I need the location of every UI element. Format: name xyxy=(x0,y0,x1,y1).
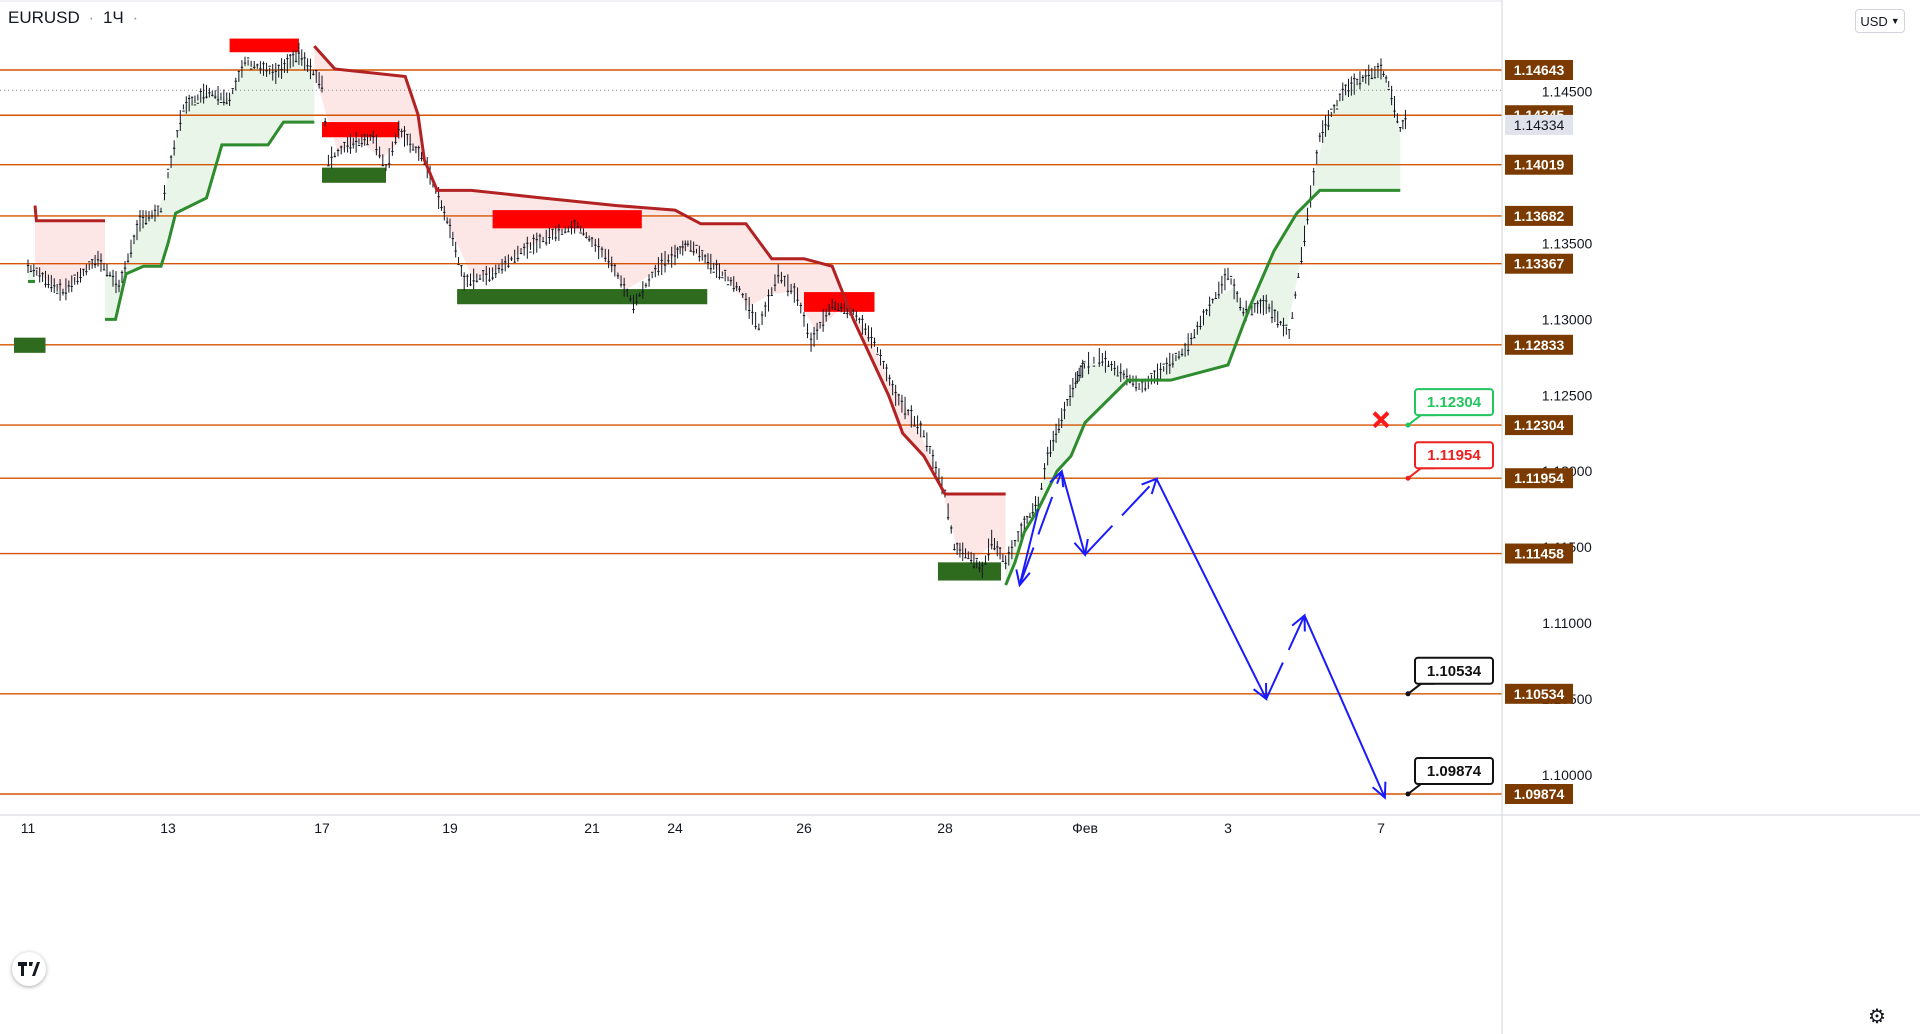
price-axis-tick-label: 1.13500 xyxy=(1542,236,1593,252)
price-axis-tick-label: 1.13000 xyxy=(1542,311,1593,327)
price-tag-pointer xyxy=(1407,682,1435,695)
supertrend-line-bear[interactable] xyxy=(313,45,1006,496)
price-tag-box[interactable] xyxy=(1414,441,1494,470)
price-tag-label: 1.09874 xyxy=(1427,763,1482,780)
projection-segment[interactable] xyxy=(1084,478,1158,556)
price-level-label-bg[interactable] xyxy=(1505,60,1573,80)
time-axis-tick-label: 24 xyxy=(667,820,683,836)
price-level-label: 1.14643 xyxy=(1514,62,1565,78)
supertrend-fill-bear xyxy=(314,46,1006,563)
projection-segment[interactable] xyxy=(1155,478,1268,700)
supertrend-line-bear[interactable] xyxy=(33,205,105,223)
supertrend-line-bull[interactable] xyxy=(105,120,315,321)
price-tag-anchor xyxy=(1405,422,1411,428)
price-level-label-bg[interactable] xyxy=(1505,468,1573,489)
projection-segment[interactable] xyxy=(1018,508,1040,586)
price-tag-pointer xyxy=(1407,467,1435,480)
price-level-label-bg[interactable] xyxy=(1505,205,1573,226)
price-axis-tick-label: 1.10000 xyxy=(1542,767,1593,783)
price-level-label: 1.09874 xyxy=(1514,786,1565,802)
projection-arrowhead xyxy=(1372,781,1387,800)
tradingview-logo-icon[interactable] xyxy=(12,952,46,986)
supertrend-fill-bear xyxy=(35,205,105,293)
chevron-down-icon: ▼ xyxy=(1890,16,1900,26)
time-axis-tick-label: Фев xyxy=(1072,820,1098,836)
symbol-name: EURUSD xyxy=(8,8,80,27)
demand-zone[interactable] xyxy=(322,167,386,183)
price-level-label: 1.10534 xyxy=(1514,686,1565,702)
price-axis-tick-label: 1.14500 xyxy=(1542,84,1593,100)
price-level-label: 1.13367 xyxy=(1514,256,1565,272)
price-level-label-bg[interactable] xyxy=(1505,415,1573,436)
price-axis-tick-label: 1.12500 xyxy=(1542,387,1593,403)
time-axis-tick-label: 26 xyxy=(796,820,812,836)
interval-label[interactable]: 1Ч xyxy=(102,8,124,27)
projection-arrowhead xyxy=(1252,682,1268,702)
price-level-label-bg[interactable] xyxy=(1505,253,1573,274)
header-separator: · xyxy=(132,8,139,27)
price-level-label-bg[interactable] xyxy=(1505,154,1573,175)
supply-zone[interactable] xyxy=(492,210,642,229)
supply-zone[interactable] xyxy=(322,122,399,138)
price-level-label: 1.11458 xyxy=(1514,546,1564,562)
symbol-header[interactable]: EURUSD · 1Ч · xyxy=(8,8,142,28)
time-axis-tick-label: 17 xyxy=(314,820,330,836)
price-axis-tick-label: 1.11000 xyxy=(1542,615,1592,631)
price-tag-anchor xyxy=(1405,791,1411,797)
demand-zone[interactable] xyxy=(937,562,1001,581)
projection-segment[interactable] xyxy=(1265,615,1306,700)
time-axis-tick-label: 11 xyxy=(21,820,36,836)
price-level-label: 1.12833 xyxy=(1514,337,1565,353)
price-tag-anchor xyxy=(1405,475,1411,481)
price-tag-box[interactable] xyxy=(1414,656,1494,685)
time-axis-tick-label: 7 xyxy=(1377,820,1385,836)
currency-select-button[interactable]: USD ▼ xyxy=(1855,9,1905,33)
price-level-label: 1.14019 xyxy=(1514,157,1565,173)
time-axis-tick-label: 19 xyxy=(442,820,458,836)
header-separator: · xyxy=(88,8,95,27)
supply-zone[interactable] xyxy=(804,292,875,312)
demand-zone[interactable] xyxy=(457,289,708,305)
current-price-label: 1.14334 xyxy=(1514,117,1565,133)
projection-segment[interactable] xyxy=(1018,470,1063,586)
projection-segment[interactable] xyxy=(1303,615,1386,799)
currency-label: USD xyxy=(1860,13,1888,29)
cancel-x-icon[interactable] xyxy=(1372,411,1390,429)
price-level-label-bg[interactable] xyxy=(1505,784,1573,804)
supertrend-fill-bull xyxy=(105,55,315,320)
price-level-label: 1.11954 xyxy=(1514,470,1564,486)
price-level-label: 1.12304 xyxy=(1514,417,1565,433)
price-tag-pointer xyxy=(1407,783,1435,795)
price-tag-box[interactable] xyxy=(1414,388,1494,417)
supply-zone[interactable] xyxy=(229,38,299,53)
supertrend-fill-bull xyxy=(1005,69,1401,586)
price-tag-anchor xyxy=(1405,691,1411,697)
time-axis-tick-label: 13 xyxy=(160,820,176,836)
price-tag-pointer xyxy=(1407,414,1435,426)
price-level-label-bg[interactable] xyxy=(1505,334,1573,355)
demand-zone[interactable] xyxy=(14,337,46,353)
current-price-label-bg xyxy=(1505,114,1573,135)
time-axis-tick-label: 21 xyxy=(584,820,600,836)
price-tag-label: 1.11954 xyxy=(1427,447,1481,464)
time-axis-tick-label: 28 xyxy=(937,820,953,836)
price-level-label-bg[interactable] xyxy=(1505,683,1573,704)
supertrend-fill-bull xyxy=(28,266,35,282)
time-axis-tick-label: 3 xyxy=(1224,820,1232,836)
price-tag-label: 1.10534 xyxy=(1427,663,1482,680)
price-level-label: 1.13682 xyxy=(1514,208,1565,224)
price-level-label-bg[interactable] xyxy=(1505,543,1573,564)
gear-icon[interactable]: ⚙ xyxy=(1868,1006,1886,1028)
price-tag-box[interactable] xyxy=(1414,757,1494,785)
projection-segment[interactable] xyxy=(1060,470,1086,556)
price-tag-label: 1.12304 xyxy=(1427,394,1482,411)
supertrend-line-bull[interactable] xyxy=(1004,188,1401,586)
